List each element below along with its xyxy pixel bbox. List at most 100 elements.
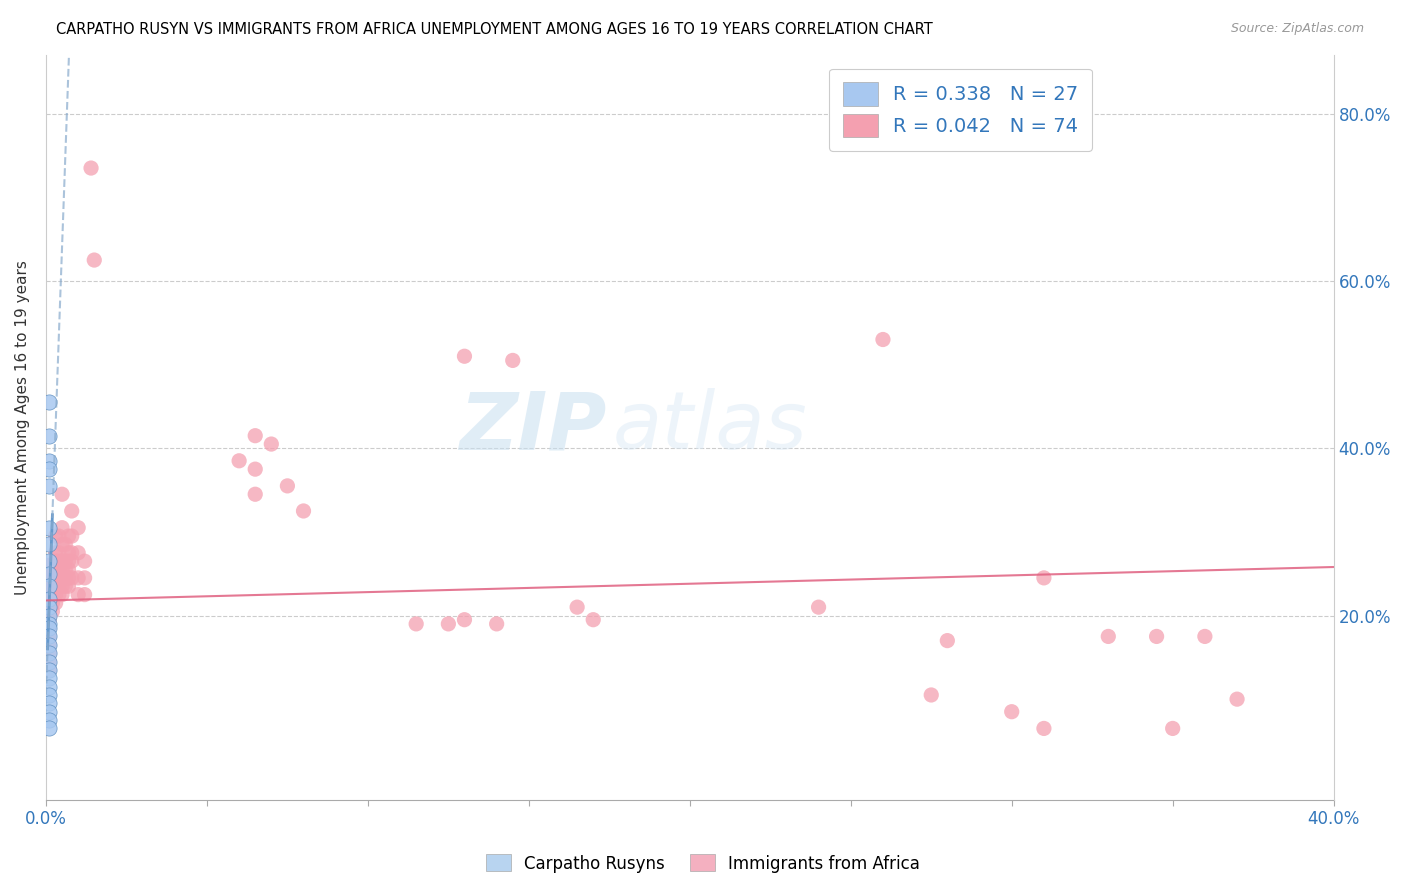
- Point: [38, 613, 60, 627]
- Point: [73, 554, 96, 568]
- Point: [38, 462, 60, 476]
- Point: [38, 600, 60, 615]
- Legend: Carpatho Rusyns, Immigrants from Africa: Carpatho Rusyns, Immigrants from Africa: [479, 847, 927, 880]
- Point: [405, 616, 427, 631]
- Point: [565, 600, 588, 615]
- Point: [38, 638, 60, 652]
- Point: [67, 571, 90, 585]
- Point: [38, 604, 60, 618]
- Point: [38, 621, 60, 635]
- Point: [38, 646, 60, 660]
- Point: [53, 579, 76, 593]
- Point: [1001, 705, 1024, 719]
- Point: [38, 629, 60, 643]
- Point: [48, 554, 70, 568]
- Point: [38, 579, 60, 593]
- Point: [38, 705, 60, 719]
- Point: [260, 437, 283, 451]
- Point: [38, 663, 60, 677]
- Point: [276, 479, 298, 493]
- Point: [38, 588, 60, 602]
- Point: [41, 604, 63, 618]
- Point: [60, 529, 83, 543]
- Point: [38, 671, 60, 685]
- Point: [38, 428, 60, 442]
- Point: [41, 588, 63, 602]
- Point: [41, 596, 63, 610]
- Point: [45, 546, 67, 560]
- Point: [502, 353, 524, 368]
- Point: [48, 529, 70, 543]
- Point: [45, 529, 67, 543]
- Point: [920, 688, 942, 702]
- Point: [51, 579, 73, 593]
- Point: [1146, 629, 1168, 643]
- Point: [45, 562, 67, 576]
- Point: [38, 571, 60, 585]
- Point: [38, 646, 60, 660]
- Point: [38, 663, 60, 677]
- Point: [38, 537, 60, 551]
- Point: [58, 571, 80, 585]
- Point: [60, 546, 83, 560]
- Point: [38, 554, 60, 568]
- Point: [38, 479, 60, 493]
- Point: [1032, 722, 1054, 736]
- Point: [38, 655, 60, 669]
- Point: [485, 616, 508, 631]
- Point: [73, 571, 96, 585]
- Point: [80, 161, 103, 175]
- Text: Source: ZipAtlas.com: Source: ZipAtlas.com: [1230, 22, 1364, 36]
- Point: [1161, 722, 1184, 736]
- Point: [48, 562, 70, 576]
- Point: [60, 554, 83, 568]
- Point: [807, 600, 830, 615]
- Point: [51, 487, 73, 501]
- Point: [41, 566, 63, 581]
- Point: [38, 680, 60, 694]
- Point: [453, 349, 475, 363]
- Point: [48, 546, 70, 560]
- Point: [58, 546, 80, 560]
- Point: [38, 591, 60, 606]
- Point: [67, 521, 90, 535]
- Point: [245, 462, 267, 476]
- Point: [58, 579, 80, 593]
- Point: [58, 562, 80, 576]
- Point: [38, 596, 60, 610]
- Point: [38, 638, 60, 652]
- Point: [38, 616, 60, 631]
- Point: [60, 504, 83, 518]
- Point: [38, 629, 60, 643]
- Point: [67, 588, 90, 602]
- Point: [1097, 629, 1119, 643]
- Point: [51, 562, 73, 576]
- Point: [38, 395, 60, 409]
- Point: [41, 579, 63, 593]
- Point: [292, 504, 315, 518]
- Point: [48, 588, 70, 602]
- Legend: R = 0.338   N = 27, R = 0.042   N = 74: R = 0.338 N = 27, R = 0.042 N = 74: [830, 69, 1092, 151]
- Point: [48, 571, 70, 585]
- Point: [53, 554, 76, 568]
- Point: [53, 562, 76, 576]
- Point: [245, 428, 267, 442]
- Point: [45, 571, 67, 585]
- Point: [453, 613, 475, 627]
- Point: [58, 529, 80, 543]
- Point: [51, 571, 73, 585]
- Point: [38, 722, 60, 736]
- Point: [582, 613, 605, 627]
- Point: [38, 655, 60, 669]
- Point: [58, 554, 80, 568]
- Point: [1194, 629, 1216, 643]
- Point: [51, 554, 73, 568]
- Point: [45, 588, 67, 602]
- Point: [83, 253, 105, 268]
- Point: [245, 487, 267, 501]
- Point: [67, 546, 90, 560]
- Point: [38, 608, 60, 623]
- Point: [228, 454, 250, 468]
- Point: [38, 521, 60, 535]
- Point: [936, 633, 959, 648]
